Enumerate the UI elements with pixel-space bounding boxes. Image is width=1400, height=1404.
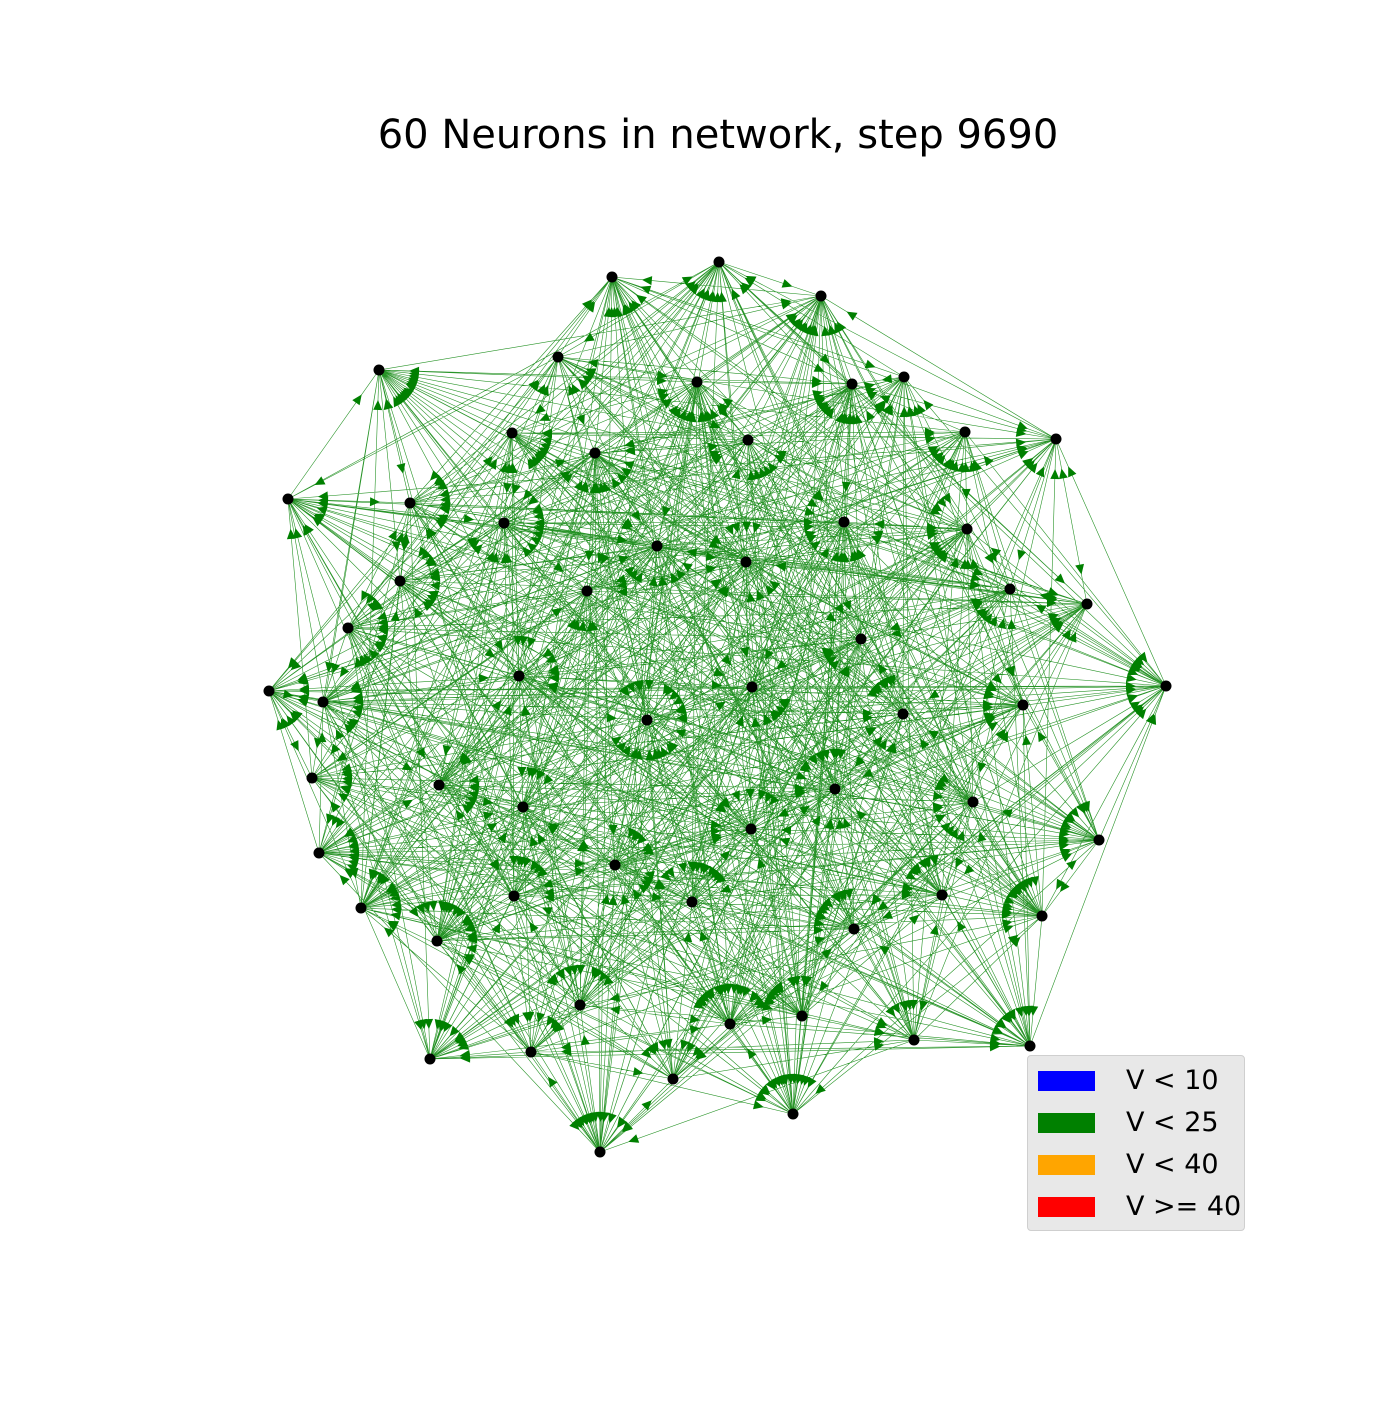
neuron-node — [525, 1046, 537, 1058]
neuron-node — [838, 516, 850, 528]
neuron-node — [1004, 583, 1016, 595]
neuron-node — [313, 847, 325, 859]
legend-label: V < 10 — [1126, 1065, 1219, 1096]
neuron-node — [342, 622, 354, 634]
neuron-node — [848, 923, 860, 935]
neuron-node — [263, 685, 275, 697]
edges-layer — [268, 261, 1167, 1153]
neuron-node — [574, 999, 586, 1011]
neuron-node — [898, 371, 910, 383]
neuron-node — [1160, 680, 1172, 692]
neuron-node — [317, 696, 329, 708]
neuron-node — [1050, 433, 1062, 445]
neuron-node — [594, 1146, 606, 1158]
legend-swatch-blue — [1038, 1071, 1095, 1091]
neuron-node — [609, 859, 621, 871]
legend-item-v-lt-10: V < 10 — [1038, 1066, 1238, 1096]
neuron-node — [404, 497, 416, 509]
neuron-node — [508, 890, 520, 902]
legend-item-v-lt-40: V < 40 — [1038, 1150, 1238, 1180]
legend-swatch-green — [1038, 1113, 1095, 1133]
synapse-arrowheads — [276, 275, 1157, 1143]
neuron-node — [1024, 1040, 1036, 1052]
neuron-node — [589, 447, 601, 459]
neuron-node — [552, 351, 564, 363]
neuron-node — [581, 585, 593, 597]
neuron-node — [691, 376, 703, 388]
neuron-node — [742, 434, 754, 446]
legend-label: V >= 40 — [1126, 1191, 1242, 1222]
legend-swatch-red — [1038, 1197, 1095, 1217]
neuron-node — [686, 896, 698, 908]
neuron-node — [1093, 834, 1105, 846]
neuron-node — [846, 378, 858, 390]
neuron-node — [967, 796, 979, 808]
neuron-node — [282, 493, 294, 505]
legend-swatch-orange — [1038, 1155, 1095, 1175]
neuron-node — [433, 779, 445, 791]
neuron-node — [713, 256, 725, 268]
neuron-node — [424, 1053, 436, 1065]
neuron-node — [1017, 699, 1029, 711]
legend: V < 10 V < 25 V < 40 V >= 40 — [1027, 1055, 1245, 1231]
arrowheads-layer — [276, 275, 1157, 1143]
neuron-node — [740, 556, 752, 568]
neuron-node — [961, 523, 973, 535]
figure-title: 60 Neurons in network, step 9690 — [377, 112, 1059, 158]
neuron-node — [355, 902, 367, 914]
neuron-node — [745, 823, 757, 835]
neuron-node — [651, 540, 663, 552]
neuron-node — [936, 889, 948, 901]
neuron-node — [855, 633, 867, 645]
nodes-layer — [263, 256, 1172, 1158]
neuron-node — [667, 1073, 679, 1085]
legend-item-v-lt-25: V < 25 — [1038, 1108, 1238, 1138]
neuron-node — [829, 783, 841, 795]
neuron-node — [506, 427, 518, 439]
legend-item-v-gte-40: V >= 40 — [1038, 1191, 1242, 1222]
neuron-node — [1036, 910, 1048, 922]
legend-label: V < 40 — [1126, 1149, 1219, 1180]
neuron-node — [513, 670, 525, 682]
neuron-node — [641, 714, 653, 726]
neuron-node — [908, 1034, 920, 1046]
neuron-node — [606, 271, 618, 283]
neuron-node — [815, 290, 827, 302]
neuron-node — [787, 1108, 799, 1120]
neuron-node — [897, 708, 909, 720]
neuron-node — [746, 681, 758, 693]
neuron-node — [959, 426, 971, 438]
neuron-node — [306, 772, 318, 784]
neuron-node — [373, 364, 385, 376]
synapse-edges — [268, 261, 1167, 1153]
neuron-node — [394, 575, 406, 587]
neuron-node — [1081, 598, 1093, 610]
neuron-node — [724, 1018, 736, 1030]
legend-label: V < 25 — [1126, 1107, 1219, 1138]
neuron-node — [517, 801, 529, 813]
neuron-node — [498, 517, 510, 529]
neuron-node — [431, 935, 443, 947]
neuron-node — [796, 1010, 808, 1022]
